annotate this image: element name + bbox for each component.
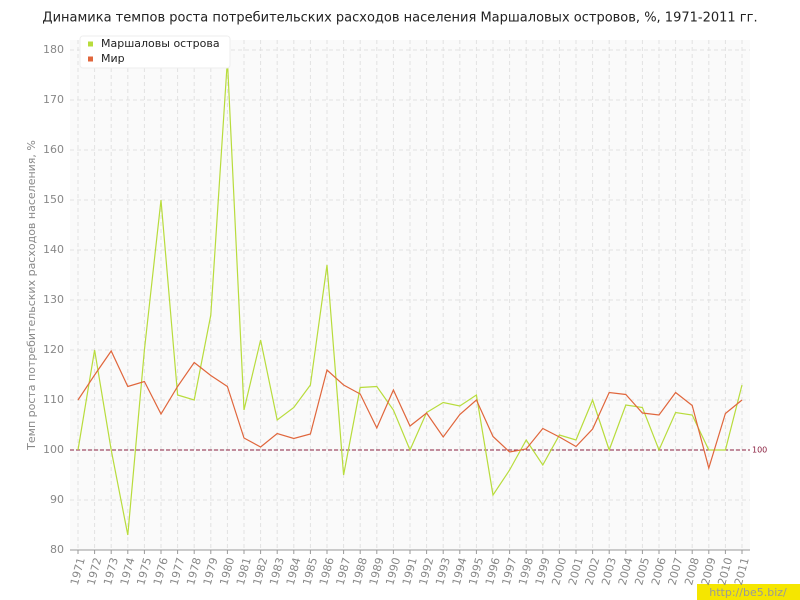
series-line bbox=[77, 59, 743, 536]
legend-marker bbox=[88, 41, 93, 47]
y-axis-label: Темп роста потребительских расходов насе… bbox=[25, 140, 38, 451]
x-tick-label: 2011 bbox=[732, 556, 752, 586]
y-tick-label: 170 bbox=[43, 93, 64, 106]
watermark-bg bbox=[697, 584, 800, 600]
watermark: http://be5.biz/ bbox=[709, 586, 787, 599]
chart-title: Динамика темпов роста потребительских ра… bbox=[42, 11, 757, 26]
reference-label: 100 bbox=[752, 446, 767, 455]
y-tick-label: 140 bbox=[43, 243, 64, 256]
y-tick-label: 80 bbox=[50, 543, 64, 556]
y-tick-label: 100 bbox=[43, 443, 64, 456]
legend-box bbox=[79, 35, 231, 69]
legend-label: Маршаловы острова bbox=[101, 37, 220, 50]
series-line bbox=[77, 349, 743, 471]
y-tick-label: 120 bbox=[43, 343, 64, 356]
legend-marker bbox=[88, 56, 93, 62]
y-tick-label: 150 bbox=[43, 193, 64, 206]
y-tick-label: 90 bbox=[50, 493, 64, 506]
legend-label: Мир bbox=[101, 52, 125, 65]
y-tick-label: 110 bbox=[43, 393, 64, 406]
y-tick-label: 130 bbox=[43, 293, 64, 306]
legend: Маршаловы острова Мир bbox=[79, 35, 231, 69]
y-tick-label: 160 bbox=[43, 143, 64, 156]
y-tick-label: 180 bbox=[43, 43, 64, 56]
